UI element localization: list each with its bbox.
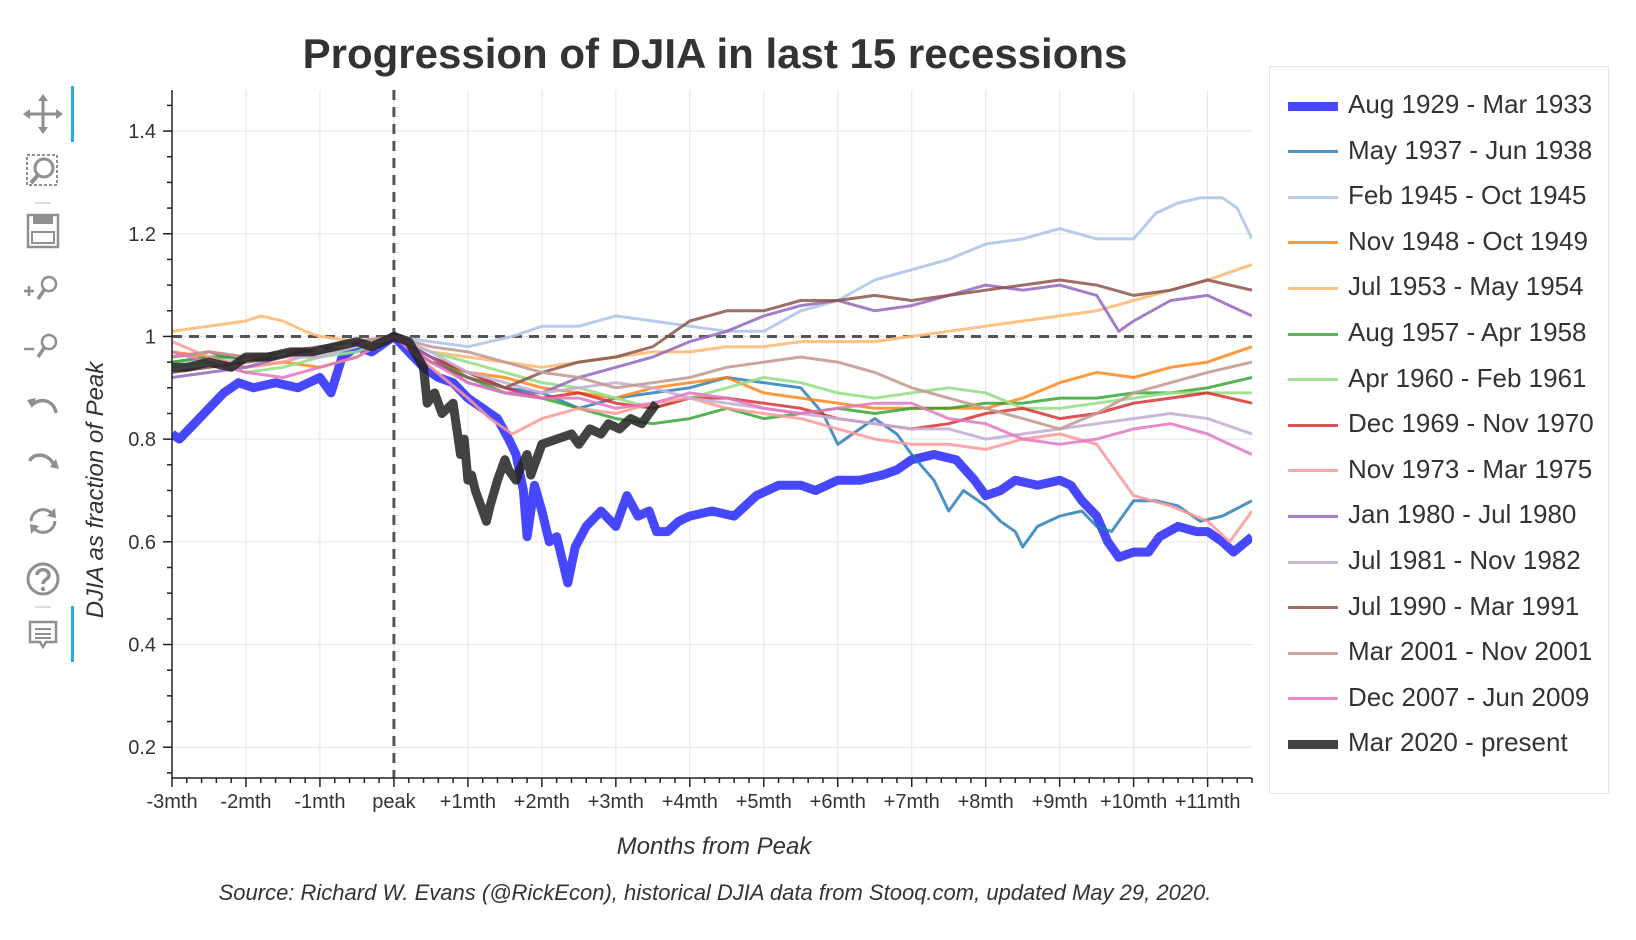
legend-item[interactable]: Nov 1948 - Oct 1949: [1288, 224, 1608, 262]
legend-item[interactable]: Dec 2007 - Jun 2009: [1288, 680, 1608, 718]
legend-label: Jul 1990 - Mar 1991: [1348, 590, 1580, 621]
legend-item[interactable]: Mar 2001 - Nov 2001: [1288, 634, 1608, 672]
x-tick-label: +1mth: [440, 791, 496, 813]
y-tick-label: 0.8: [128, 429, 156, 451]
x-tick-label: -2mth: [220, 791, 271, 813]
legend-label: Jan 1980 - Jul 1980: [1348, 499, 1577, 530]
legend-item[interactable]: Mar 2020 - present: [1288, 725, 1608, 763]
x-tick-label: +11mth: [1175, 791, 1241, 813]
legend-swatch: [1288, 195, 1338, 199]
y-axis-label: DJIA as fraction of Peak: [82, 360, 109, 619]
zoom-out-icon[interactable]: [18, 322, 68, 372]
redo-icon[interactable]: [18, 438, 68, 488]
toolbar: [18, 86, 90, 696]
x-tick-label: +5mth: [736, 791, 792, 813]
legend-label: Dec 2007 - Jun 2009: [1348, 681, 1590, 712]
reference-lines: [172, 90, 1252, 778]
legend-item[interactable]: Apr 1960 - Feb 1961: [1288, 361, 1608, 399]
x-tick-label: +4mth: [662, 791, 718, 813]
legend-swatch: [1288, 378, 1338, 382]
legend-label: Nov 1948 - Oct 1949: [1348, 225, 1588, 256]
legend-swatch: [1288, 606, 1338, 610]
legend-item[interactable]: May 1937 - Jun 1938: [1288, 133, 1608, 171]
x-tick-label: +10mth: [1100, 791, 1167, 813]
x-tick-label: +8mth: [958, 791, 1014, 813]
legend-item[interactable]: Jul 1981 - Nov 1982: [1288, 543, 1608, 581]
legend-swatch: [1288, 514, 1338, 518]
legend-swatch: [1288, 101, 1338, 111]
pan-active-indicator: [71, 86, 74, 142]
legend-item[interactable]: Jul 1953 - May 1954: [1288, 269, 1608, 307]
undo-icon[interactable]: [18, 380, 68, 430]
source-note: Source: Richard W. Evans (@RickEcon), hi…: [218, 880, 1212, 905]
chart-title: Progression of DJIA in last 15 recession…: [302, 30, 1128, 77]
y-tick-label: 0.6: [128, 532, 156, 554]
x-tick-label: -3mth: [146, 791, 197, 813]
legend-item[interactable]: Feb 1945 - Oct 1945: [1288, 178, 1608, 216]
y-tick-label: 1.2: [128, 224, 156, 246]
legend-label: Aug 1957 - Apr 1958: [1348, 317, 1587, 347]
x-tick-label: +2mth: [514, 791, 570, 813]
legend-item[interactable]: Aug 1957 - Apr 1958: [1288, 315, 1608, 353]
legend-swatch: [1288, 241, 1338, 245]
legend-item[interactable]: Jan 1980 - Jul 1980: [1288, 497, 1608, 535]
legend-label: Mar 2001 - Nov 2001: [1348, 636, 1593, 667]
series-line-14[interactable]: [172, 331, 661, 526]
x-tick-label: +3mth: [588, 791, 644, 813]
box-zoom-icon[interactable]: [18, 146, 68, 196]
legend-swatch: [1288, 469, 1338, 473]
legend-label: Nov 1973 - Mar 1975: [1348, 453, 1593, 484]
legend-swatch: [1288, 651, 1338, 655]
series-line-10[interactable]: [172, 334, 1252, 441]
legend-label: Apr 1960 - Feb 1961: [1348, 362, 1587, 393]
legend-item[interactable]: Dec 1969 - Nov 1970: [1288, 406, 1608, 444]
legend-label: Dec 1969 - Nov 1970: [1348, 408, 1594, 439]
legend-label: Jul 1953 - May 1954: [1348, 271, 1584, 302]
legend-swatch: [1288, 423, 1338, 427]
axis-layer: 0.2 0.4 0.6 0.8 1 1.2 1.4 -3mth -2mth -1mth peak +1…: [128, 90, 1253, 813]
legend-item[interactable]: Aug 1929 - Mar 1933: [1288, 87, 1608, 125]
legend-swatch: [1288, 560, 1338, 564]
legend-swatch: [1288, 286, 1338, 290]
series-line-6[interactable]: [172, 334, 1252, 410]
help-icon[interactable]: [18, 554, 68, 604]
zoom-in-icon[interactable]: [18, 264, 68, 314]
legend-label: May 1937 - Jun 1938: [1348, 134, 1593, 165]
legend-label: Aug 1929 - Mar 1933: [1348, 89, 1593, 119]
legend-item[interactable]: Jul 1990 - Mar 1991: [1288, 589, 1608, 627]
toolbar-divider: [35, 202, 51, 204]
series-line-4[interactable]: [172, 263, 1252, 369]
legend-label: Jul 1981 - Nov 1982: [1348, 545, 1581, 575]
x-tick-label: +9mth: [1032, 791, 1088, 813]
x-tick-label: peak: [372, 791, 416, 813]
x-axis-label: Months from Peak: [617, 833, 814, 860]
grid-layer: [171, 90, 1252, 778]
hover-icon[interactable]: [18, 610, 68, 660]
legend-label: Feb 1945 - Oct 1945: [1348, 180, 1587, 211]
x-tick-label: +6mth: [810, 791, 866, 813]
pan-icon[interactable]: [18, 89, 68, 139]
x-tick-label: -1mth: [294, 791, 345, 813]
x-tick-label: +7mth: [884, 791, 940, 813]
hover-active-indicator: [71, 606, 74, 662]
y-tick-label: 0.2: [128, 737, 156, 759]
y-tick-label: 1: [145, 326, 156, 348]
legend-swatch: [1288, 739, 1338, 749]
series-line-13[interactable]: [172, 334, 1252, 456]
y-tick-label: 1.4: [128, 121, 156, 143]
save-icon[interactable]: [18, 206, 68, 256]
legend-item[interactable]: Nov 1973 - Mar 1975: [1288, 452, 1608, 490]
legend-swatch: [1288, 697, 1338, 701]
reset-icon[interactable]: [18, 496, 68, 546]
toolbar-divider: [35, 606, 51, 608]
legend-swatch: [1288, 332, 1338, 336]
legend: Aug 1929 - Mar 1933 May 1937 - Jun 1938 Fe…: [1269, 66, 1609, 794]
legend-swatch: [1288, 150, 1338, 154]
series-layer[interactable]: [172, 196, 1252, 588]
legend-label: Mar 2020 - present: [1348, 727, 1568, 758]
y-tick-label: 0.4: [128, 635, 156, 657]
